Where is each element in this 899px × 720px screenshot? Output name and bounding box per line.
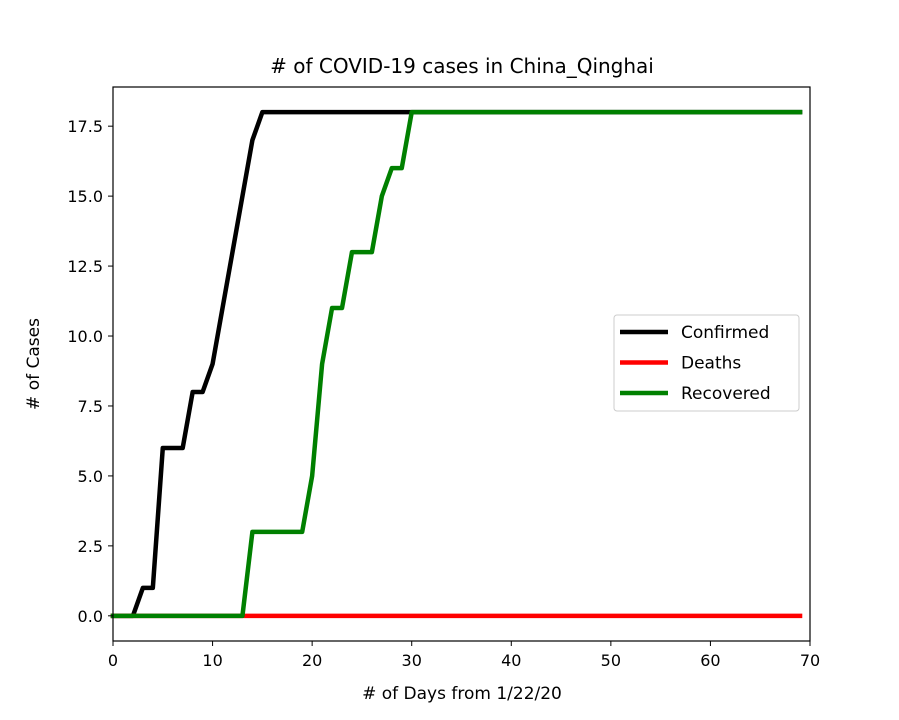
chart-title: # of COVID-19 cases in China_Qinghai	[270, 54, 654, 78]
y-tick-label: 17.5	[67, 117, 103, 136]
y-tick-label: 2.5	[78, 537, 103, 556]
legend-label-deaths: Deaths	[681, 354, 741, 374]
y-tick-label: 5.0	[78, 467, 103, 486]
legend: Confirmed Deaths Recovered	[614, 315, 799, 411]
x-tick-label: 40	[501, 651, 521, 670]
y-tick-label: 7.5	[78, 397, 103, 416]
x-tick-label: 20	[302, 651, 322, 670]
x-axis-label: # of Days from 1/22/20	[362, 684, 562, 704]
y-tick-label: 0.0	[78, 607, 103, 626]
x-tick-label: 0	[108, 651, 118, 670]
y-tick-label: 10.0	[67, 327, 103, 346]
y-axis-label: # of Cases	[24, 318, 44, 410]
legend-label-recovered: Recovered	[681, 384, 771, 404]
x-tick-label: 30	[402, 651, 422, 670]
y-tick-label: 15.0	[67, 187, 103, 206]
x-tick-label: 60	[700, 651, 720, 670]
x-tick-label: 70	[800, 651, 820, 670]
legend-label-confirmed: Confirmed	[681, 323, 769, 343]
y-tick-label: 12.5	[67, 257, 103, 276]
x-tick-label: 10	[202, 651, 222, 670]
x-tick-label: 50	[601, 651, 621, 670]
